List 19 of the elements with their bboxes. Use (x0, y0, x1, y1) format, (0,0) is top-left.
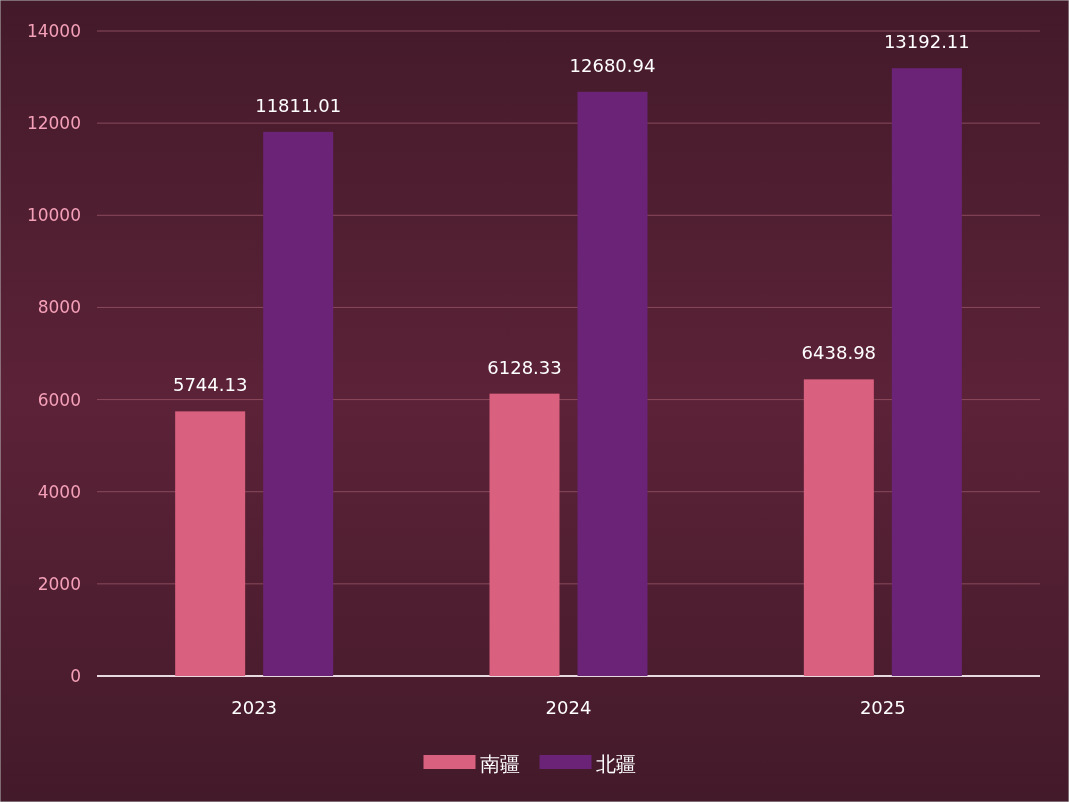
y-tick-label: 6000 (37, 389, 81, 410)
y-tick-label: 2000 (37, 573, 81, 594)
x-tick-label: 2025 (859, 697, 906, 718)
data-label: 6438.98 (801, 342, 877, 364)
data-label: 6128.33 (487, 356, 562, 378)
y-tick-label: 14000 (26, 21, 81, 41)
data-label: 13192.11 (883, 31, 970, 53)
y-tick-label: 0 (70, 666, 81, 686)
legend-label: 北疆 (595, 752, 636, 776)
data-label: 5744.13 (172, 374, 248, 396)
y-tick-label: 8000 (37, 297, 81, 318)
x-tick-label: 2023 (231, 697, 278, 718)
y-tick-label: 4000 (37, 481, 81, 502)
x-tick-label: 2024 (545, 697, 592, 718)
y-tick-label: 12000 (26, 113, 81, 134)
y-tick-label: 10000 (26, 205, 81, 226)
data-label: 12680.94 (569, 54, 656, 76)
legend-label: 南疆 (479, 752, 520, 776)
data-label: 11811.01 (255, 94, 342, 116)
